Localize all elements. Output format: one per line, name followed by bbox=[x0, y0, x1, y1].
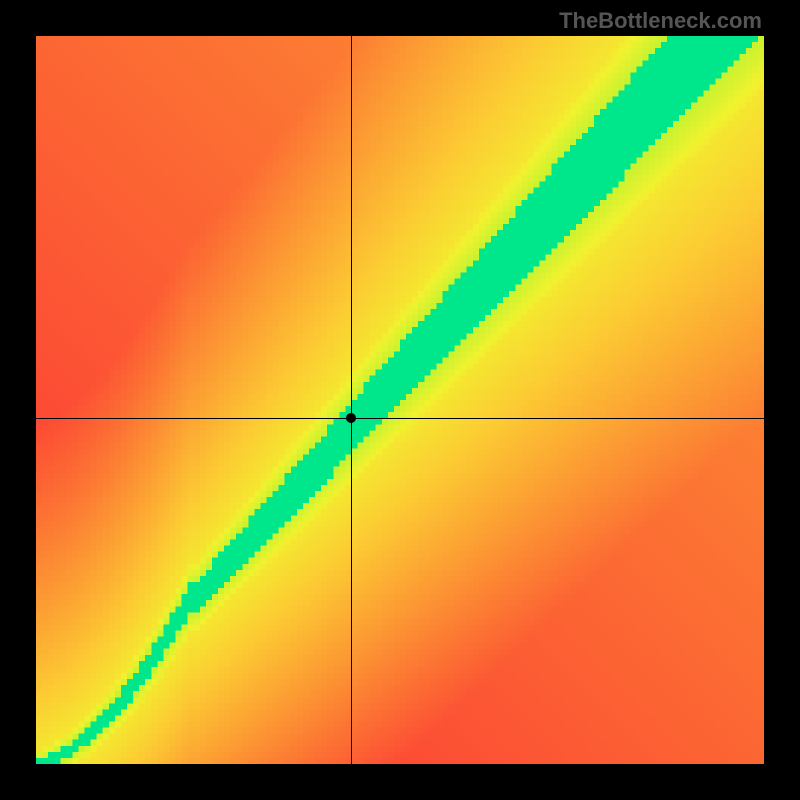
watermark-text: TheBottleneck.com bbox=[559, 8, 762, 34]
heatmap-canvas bbox=[36, 36, 764, 764]
crosshair-vertical bbox=[351, 36, 352, 764]
crosshair-horizontal bbox=[36, 418, 764, 419]
chart-container: TheBottleneck.com bbox=[0, 0, 800, 800]
